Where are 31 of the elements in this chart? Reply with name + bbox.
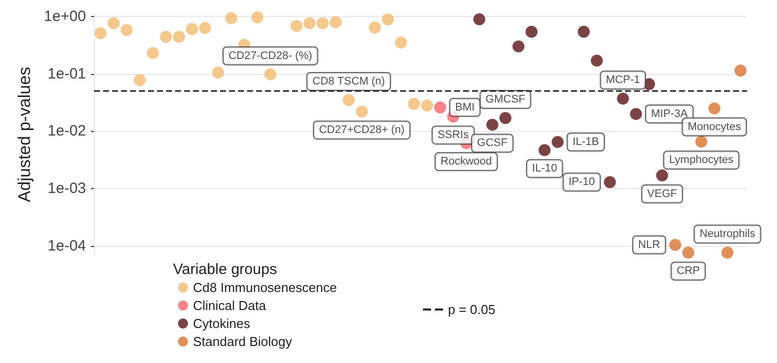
data-label: VEGF <box>647 188 678 200</box>
data-label: GMCSF <box>486 94 526 106</box>
data-label: MIP-3A <box>650 108 688 120</box>
y-tick-label: 1e-03 <box>48 180 86 198</box>
legend-title: Variable groups <box>173 261 277 278</box>
data-label: CRP <box>676 265 700 278</box>
data-label: IP-10 <box>568 176 595 188</box>
data-label: IL-1B <box>572 136 599 148</box>
data-label: Monocytes <box>688 120 742 133</box>
data-label: Lymphocytes <box>669 154 734 166</box>
legend-label: Cd8 Immunosenescence <box>193 280 337 295</box>
data-label: Rockwood <box>440 156 492 168</box>
legend-label: Clinical Data <box>193 298 267 313</box>
legend-label: Cytokines <box>193 316 251 331</box>
data-label: CD27+CD28+ (n) <box>318 124 405 136</box>
data-label: CD8 TSCM (n) <box>312 75 385 88</box>
data-label: MCP-1 <box>606 74 640 86</box>
legend-label: p = 0.05 <box>448 302 496 317</box>
data-label: SSRIs <box>438 129 470 142</box>
y-tick-label: 1e-02 <box>48 122 86 140</box>
data-label: Neutrophils <box>700 228 756 240</box>
y-axis-title: Adjusted p-values <box>15 66 34 202</box>
data-label: NLR <box>638 238 660 251</box>
y-tick-label: 1e+00 <box>44 8 86 25</box>
data-label: CD27-CD28- (%) <box>228 50 312 62</box>
legend-label: Standard Biology <box>193 334 293 349</box>
data-label: IL-10 <box>532 162 558 175</box>
data-label: BMI <box>455 101 475 114</box>
data-label: GCSF <box>477 137 508 150</box>
y-tick-label: 1e-04 <box>48 238 86 255</box>
y-tick-label: 1e-01 <box>48 65 86 82</box>
